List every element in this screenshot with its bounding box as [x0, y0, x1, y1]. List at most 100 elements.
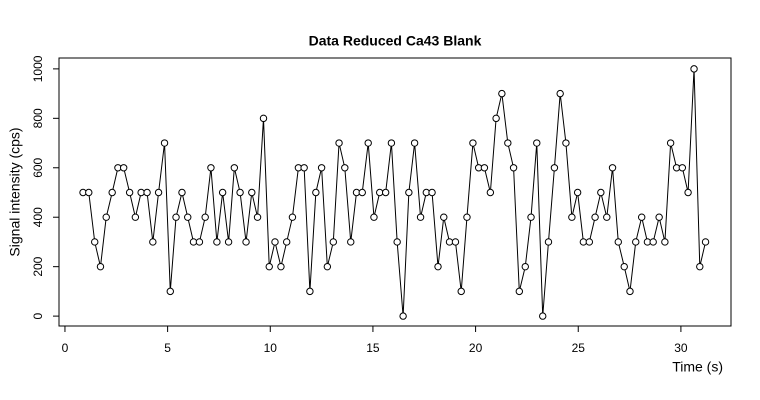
- x-tick-label: 15: [366, 341, 380, 355]
- data-point: [637, 213, 646, 221]
- data-point: [259, 114, 268, 123]
- data-point: [445, 238, 454, 246]
- data-point: [131, 213, 140, 221]
- data-point: [172, 213, 180, 221]
- data-point: [666, 139, 675, 147]
- data-point: [96, 262, 105, 271]
- x-tick-label: 25: [572, 341, 586, 355]
- data-point: [585, 238, 594, 246]
- x-tick-label: 0: [62, 341, 69, 355]
- data-point: [387, 139, 396, 147]
- x-tick-label: 5: [164, 341, 171, 355]
- data-point: [480, 164, 489, 172]
- data-point: [218, 188, 227, 197]
- data-point: [230, 164, 239, 172]
- data-point: [451, 238, 460, 246]
- data-point: [573, 188, 582, 197]
- data-point: [207, 164, 215, 172]
- y-tick-label: 400: [31, 207, 45, 227]
- data-point: [312, 188, 320, 197]
- data-point: [608, 164, 617, 172]
- data-point: [678, 164, 687, 172]
- data-point: [149, 238, 157, 246]
- y-tick-label: 800: [31, 108, 45, 128]
- data-point: [498, 89, 506, 98]
- data-point: [300, 164, 308, 172]
- data-point: [539, 312, 547, 320]
- data-point: [440, 213, 448, 221]
- data-point: [603, 213, 611, 221]
- data-point: [248, 188, 256, 197]
- data-point: [597, 188, 605, 197]
- y-tick-label: 200: [31, 256, 45, 276]
- data-point: [579, 238, 588, 246]
- data-point: [341, 164, 349, 172]
- data-point: [463, 213, 471, 221]
- data-point: [562, 139, 570, 147]
- data-point: [533, 139, 541, 147]
- data-point: [178, 188, 186, 197]
- data-point: [521, 262, 529, 271]
- data-point: [684, 188, 692, 197]
- data-point: [416, 213, 425, 221]
- data-point: [271, 238, 279, 246]
- data-point: [550, 164, 559, 172]
- x-tick-label: 30: [674, 341, 688, 355]
- y-tick-label: 1000: [31, 55, 45, 82]
- data-point: [189, 238, 198, 246]
- data-point: [329, 238, 338, 246]
- data-point: [701, 238, 710, 246]
- data-point: [119, 164, 128, 172]
- data-point: [137, 188, 145, 197]
- data-point: [184, 213, 192, 221]
- data-point: [143, 188, 151, 197]
- data-point: [504, 139, 512, 147]
- data-point: [661, 238, 669, 246]
- y-tick-label: 600: [31, 157, 45, 177]
- data-point: [469, 139, 477, 147]
- data-point: [195, 238, 204, 246]
- data-point: [317, 164, 326, 172]
- data-point: [376, 188, 384, 197]
- data-point: [381, 188, 390, 197]
- data-point: [655, 213, 663, 221]
- data-point: [649, 238, 657, 246]
- data-point: [370, 213, 378, 221]
- data-point: [614, 238, 622, 246]
- data-point: [166, 287, 174, 296]
- data-point: [288, 213, 297, 221]
- data-point: [434, 262, 442, 271]
- data-point: [242, 238, 250, 246]
- data-line: [83, 68, 707, 317]
- data-point: [527, 213, 535, 221]
- data-point: [632, 238, 640, 246]
- data-point: [102, 213, 110, 221]
- y-tick-label: 0: [31, 312, 45, 319]
- data-point: [486, 188, 495, 197]
- data-point: [323, 262, 332, 271]
- data-point: [85, 188, 93, 197]
- data-point: [696, 262, 704, 271]
- data-point: [626, 287, 634, 296]
- data-point: [91, 238, 99, 246]
- data-point: [213, 238, 221, 246]
- data-point: [399, 312, 407, 320]
- data-point: [568, 213, 576, 221]
- data-point: [457, 287, 465, 296]
- data-point: [591, 213, 599, 221]
- data-point: [393, 238, 401, 246]
- data-point: [236, 188, 244, 197]
- data-point: [282, 238, 291, 246]
- data-point: [306, 287, 314, 296]
- data-point: [620, 262, 628, 271]
- data-point: [358, 188, 366, 197]
- data-point: [509, 164, 518, 172]
- data-point: [154, 188, 163, 197]
- data-point: [253, 213, 262, 221]
- x-tick-label: 10: [264, 341, 278, 355]
- data-point: [690, 65, 698, 73]
- data-point: [544, 238, 553, 246]
- data-point: [364, 139, 372, 147]
- x-axis-label: Time (s): [672, 359, 723, 375]
